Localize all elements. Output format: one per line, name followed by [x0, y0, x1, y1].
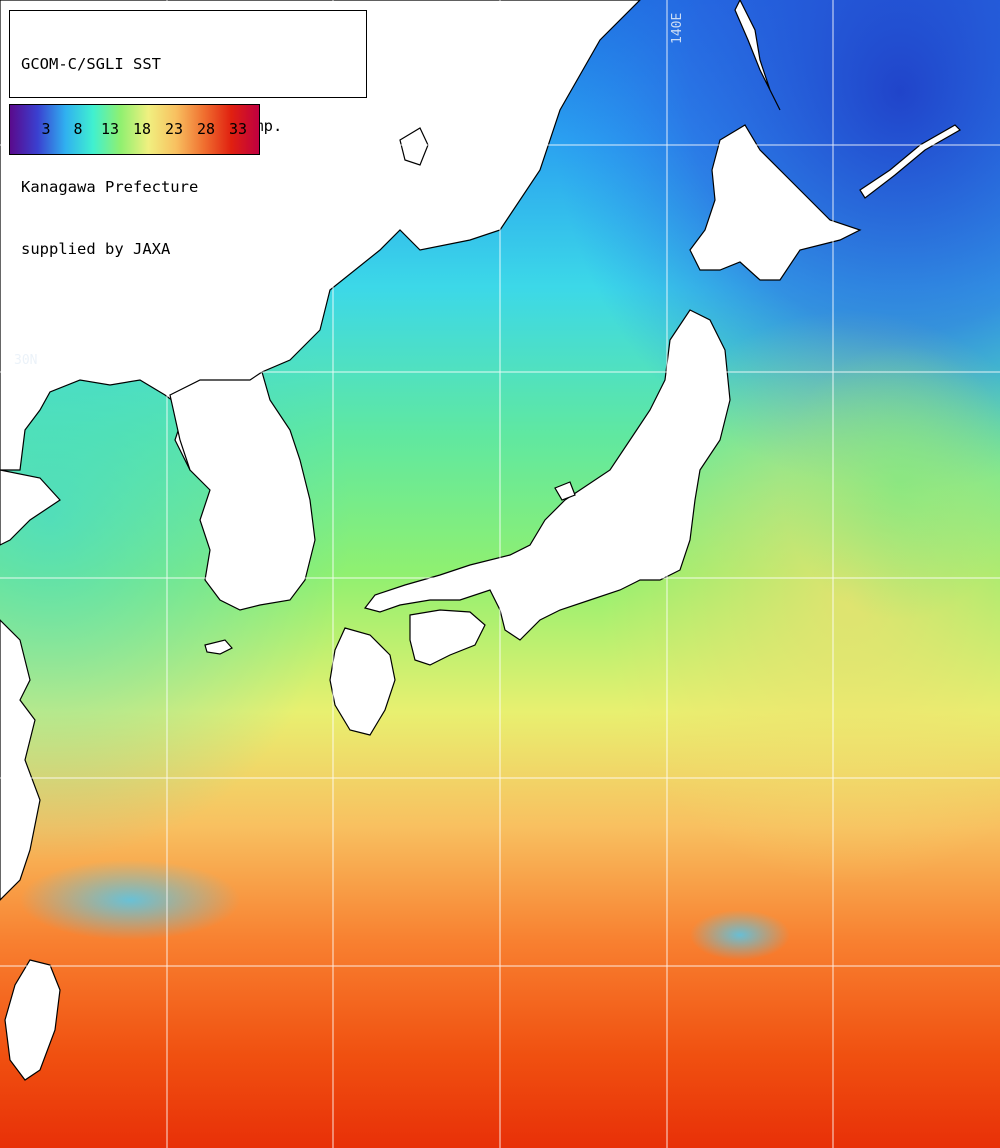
china-east-coast [0, 619, 41, 901]
colorbar-tick-18: 18 [132, 120, 152, 138]
ulleungdo-island [399, 127, 429, 166]
temperature-colorbar: 3 8 13 18 23 28 33 [9, 104, 260, 155]
colorbar-tick-13: 13 [100, 120, 120, 138]
hokkaido [689, 124, 862, 281]
title-line-credit: supplied by JAXA [21, 239, 171, 258]
sakhalin [734, 0, 781, 111]
title-line-product: GCOM-C/SGLI SST [21, 55, 161, 73]
colorbar-tick-33: 33 [228, 120, 248, 138]
cloud-contaminated-patch [690, 910, 790, 960]
sado-island [554, 481, 576, 501]
cloud-contaminated-patch [20, 860, 240, 940]
colorbar-tick-8: 8 [73, 120, 83, 138]
title-line-region: Kanagawa Prefecture [21, 178, 199, 196]
korean-peninsula [169, 371, 316, 611]
title-box: GCOM-C/SGLI SST ~2025/05/09 (UTC) Week C… [9, 10, 367, 258]
kyushu [329, 627, 396, 736]
colorbar-tick-23: 23 [164, 120, 184, 138]
colorbar-labels: 3 8 13 18 23 28 33 [10, 105, 259, 154]
colorbar-tick-3: 3 [41, 120, 51, 138]
latitude-label: 30N [14, 353, 38, 368]
china-coast [0, 469, 61, 546]
shikoku [409, 609, 486, 666]
longitude-label: 140E [670, 12, 685, 44]
kuril-islands [859, 124, 961, 199]
colorbar-tick-28: 28 [196, 120, 216, 138]
taiwan [4, 959, 61, 1081]
jeju-island [204, 639, 233, 655]
